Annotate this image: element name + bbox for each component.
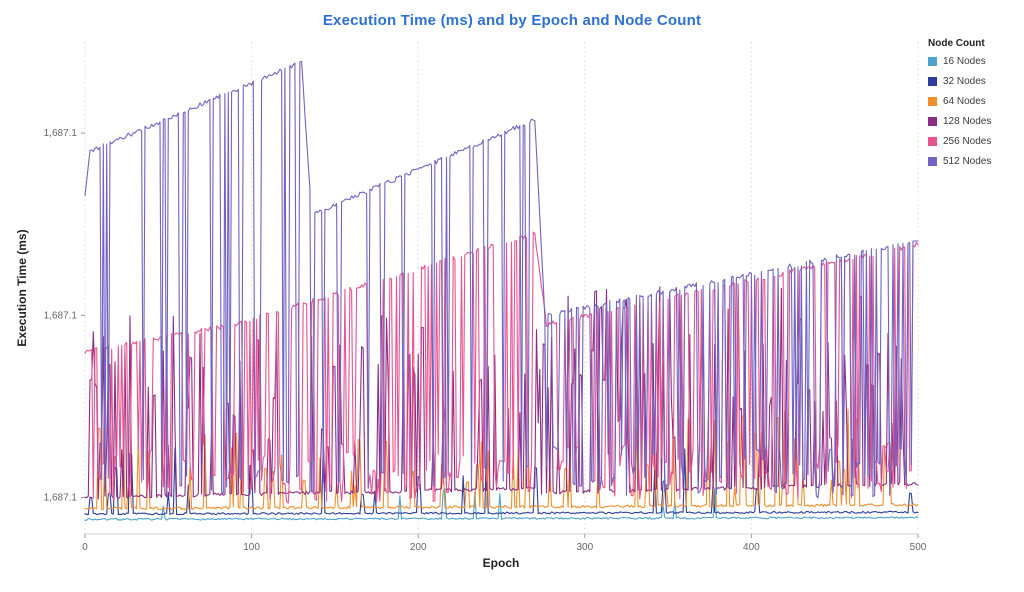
chart-title: Execution Time (ms) and by Epoch and Nod… (322, 12, 702, 29)
legend-label: 64 Nodes (943, 96, 986, 107)
legend-item[interactable]: 256 Nodes (928, 136, 1012, 147)
x-tick-label: 300 (576, 542, 593, 553)
legend-items: 16 Nodes 32 Nodes 64 Nodes 128 Nodes 256 Nod… (928, 56, 1012, 167)
series-line-16-nodes (84, 487, 919, 521)
x-tick-label: 500 (910, 542, 927, 553)
series-line-32-nodes (84, 441, 919, 516)
legend-swatch (928, 97, 937, 106)
x-tick-label: 400 (743, 542, 760, 553)
y-tick-label: 1,687.1 (44, 493, 78, 504)
legend-label: 512 Nodes (943, 156, 992, 167)
legend-item[interactable]: 64 Nodes (928, 96, 1012, 107)
legend-label: 32 Nodes (943, 76, 986, 87)
legend-item[interactable]: 32 Nodes (928, 76, 1012, 87)
legend-item[interactable]: 128 Nodes (928, 116, 1012, 127)
legend-item[interactable]: 16 Nodes (928, 56, 1012, 67)
legend-swatch (928, 137, 937, 146)
series-line-64-nodes (84, 408, 919, 511)
x-tick-label: 100 (243, 542, 260, 553)
legend-swatch (928, 77, 937, 86)
legend-swatch (928, 57, 937, 66)
legend-item[interactable]: 512 Nodes (928, 156, 1012, 167)
legend-label: 128 Nodes (943, 116, 992, 127)
y-tick-label: 1,687.1 (44, 310, 78, 321)
y-axis-title: Execution Time (ms) (15, 229, 29, 347)
legend-title: Node Count (928, 38, 985, 49)
legend: Node Count 16 Nodes 32 Nodes 64 Nodes 128 N… (928, 38, 1012, 176)
legend-swatch (928, 157, 937, 166)
series-line-128-nodes (84, 283, 919, 500)
x-axis-title: Epoch (482, 556, 520, 570)
legend-label: 256 Nodes (943, 136, 992, 147)
legend-swatch (928, 117, 937, 126)
x-tick-label: 0 (82, 542, 88, 553)
x-tick-label: 200 (410, 542, 427, 553)
legend-label: 16 Nodes (943, 56, 986, 67)
series-line-512-nodes (84, 60, 919, 499)
y-tick-label: 1,687.1 (44, 128, 78, 139)
